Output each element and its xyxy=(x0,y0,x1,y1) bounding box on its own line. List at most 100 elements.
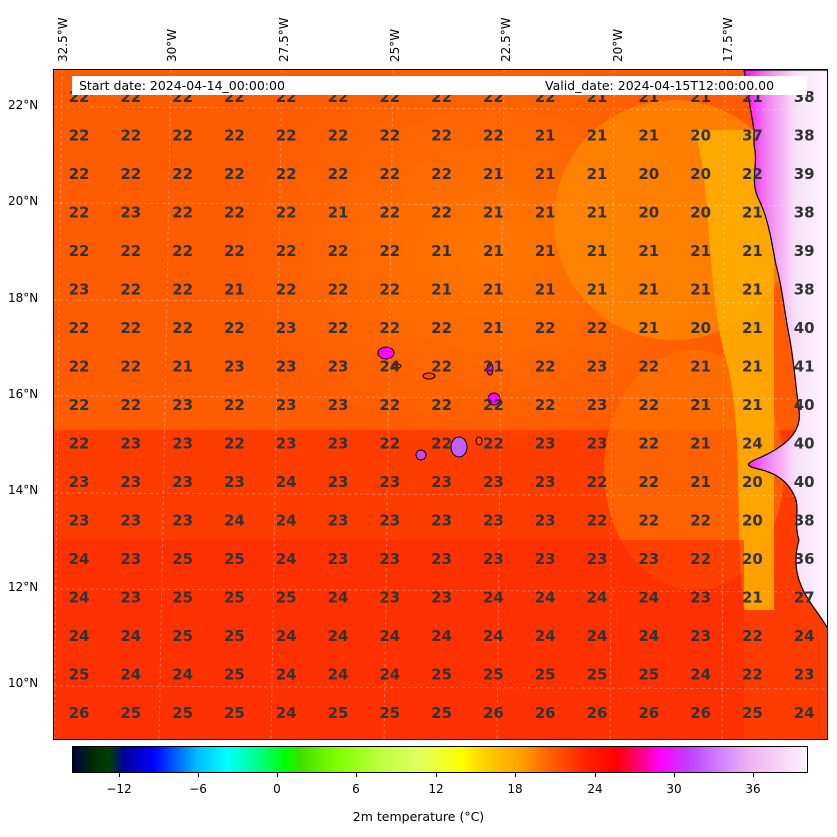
grid-value: 21 xyxy=(535,127,556,145)
grid-value: 23 xyxy=(276,358,297,376)
grid-value: 22 xyxy=(276,165,297,183)
grid-value: 22 xyxy=(379,127,400,145)
grid-value: 23 xyxy=(431,512,452,530)
lon-label-22-5w: 22.5°W xyxy=(499,17,513,62)
lat-label-10n: 10°N xyxy=(8,676,39,690)
colorbar-tickmark xyxy=(277,773,278,777)
grid-value: 25 xyxy=(587,666,608,684)
header-box xyxy=(72,76,807,95)
grid-value: 21 xyxy=(431,281,452,299)
grid-value: 24 xyxy=(379,666,400,684)
grid-value: 21 xyxy=(742,204,763,222)
grid-value: 21 xyxy=(535,242,556,260)
grid-value: 23 xyxy=(276,435,297,453)
grid-value: 21 xyxy=(638,319,659,337)
grid-value: 25 xyxy=(172,550,193,568)
colorbar-tick-label: 36 xyxy=(745,782,761,796)
grid-value: 23 xyxy=(69,473,90,491)
grid-value: 22 xyxy=(224,127,245,145)
grid-value: 25 xyxy=(276,589,297,607)
grid-value: 20 xyxy=(690,127,711,145)
temperature-field: 22 22 22 22 22 22 22 22 22 22 21 21 21 21 38 22 22 22 22 22… xyxy=(54,70,827,739)
grid-value: 22 xyxy=(379,319,400,337)
colorbar-tick-label: −12 xyxy=(106,782,132,796)
grid-value: 24 xyxy=(638,589,659,607)
grid-value: 22 xyxy=(431,127,452,145)
grid-value: 22 xyxy=(483,396,504,414)
grid-value: 24 xyxy=(379,627,400,645)
grid-value: 21 xyxy=(742,358,763,376)
grid-value: 23 xyxy=(535,473,556,491)
grid-value: 23 xyxy=(328,473,349,491)
grid-value: 23 xyxy=(794,666,815,684)
grid-value: 21 xyxy=(483,319,504,337)
colorbar-tickmark xyxy=(595,773,596,777)
grid-value: 22 xyxy=(379,396,400,414)
grid-value: 22 xyxy=(535,319,556,337)
colorbar-title: 2m temperature (°C) xyxy=(352,809,485,824)
grid-value: 22 xyxy=(120,358,141,376)
grid-value: 21 xyxy=(742,319,763,337)
grid-value: 23 xyxy=(638,550,659,568)
grid-value: 24 xyxy=(276,473,297,491)
grid-value: 23 xyxy=(328,358,349,376)
grid-value: 22 xyxy=(379,281,400,299)
grid-value: 21 xyxy=(483,204,504,222)
grid-value: 36 xyxy=(794,550,815,568)
graticule xyxy=(54,70,827,739)
island-maio xyxy=(475,436,483,446)
grid-value: 37 xyxy=(742,127,763,145)
grid-value: 25 xyxy=(535,666,556,684)
lat-label-12n: 12°N xyxy=(8,580,39,594)
grid-value: 23 xyxy=(328,396,349,414)
grid-value: 22 xyxy=(638,435,659,453)
grid-value: 21 xyxy=(483,281,504,299)
grid-value: 21 xyxy=(483,242,504,260)
grid-value: 23 xyxy=(587,550,608,568)
grid-value: 21 xyxy=(690,281,711,299)
grid-value: 24 xyxy=(172,666,193,684)
grid-value: 22 xyxy=(224,435,245,453)
grid-value: 21 xyxy=(535,204,556,222)
grid-value: 23 xyxy=(276,396,297,414)
grid-value: 25 xyxy=(172,589,193,607)
grid-value: 23 xyxy=(431,589,452,607)
colorbar-tickmark xyxy=(515,773,516,777)
grid-value: 24 xyxy=(120,666,141,684)
grid-value: 22 xyxy=(328,127,349,145)
colorbar-tick-label: 24 xyxy=(587,782,603,796)
grid-value: 22 xyxy=(431,319,452,337)
grid-value: 22 xyxy=(690,550,711,568)
grid-value: 21 xyxy=(535,165,556,183)
grid-value: 23 xyxy=(379,512,400,530)
grid-value: 24 xyxy=(69,550,90,568)
grid-value: 24 xyxy=(224,512,245,530)
grid-value: 22 xyxy=(431,358,452,376)
grid-value: 23 xyxy=(690,589,711,607)
grid-value: 22 xyxy=(483,127,504,145)
grid-value: 20 xyxy=(638,165,659,183)
grid-value: 22 xyxy=(120,396,141,414)
grid-value: 21 xyxy=(638,242,659,260)
grid-value: 25 xyxy=(224,589,245,607)
grid-value: 23 xyxy=(483,473,504,491)
grid-value: 26 xyxy=(69,704,90,722)
grid-value: 22 xyxy=(431,204,452,222)
grid-value: 21 xyxy=(742,396,763,414)
grid-value: 21 xyxy=(742,589,763,607)
grid-value: 21 xyxy=(742,281,763,299)
grid-value: 21 xyxy=(431,242,452,260)
lat-label-20n: 20°N xyxy=(8,194,39,208)
grid-value: 20 xyxy=(742,550,763,568)
valid-date-label: Valid_date: 2024-04-15T12:00:00.00 xyxy=(545,78,775,93)
grid-value: 24 xyxy=(328,666,349,684)
colorbar-tick-label: −6 xyxy=(189,782,207,796)
africa-coastline xyxy=(743,70,827,629)
colorbar-tickmark xyxy=(674,773,675,777)
colorbar-tickmark xyxy=(753,773,754,777)
grid-value: 25 xyxy=(742,704,763,722)
grid-value: 22 xyxy=(431,435,452,453)
colorbar-tick-label: 12 xyxy=(428,782,444,796)
grid-value: 26 xyxy=(483,704,504,722)
grid-value: 22 xyxy=(742,165,763,183)
